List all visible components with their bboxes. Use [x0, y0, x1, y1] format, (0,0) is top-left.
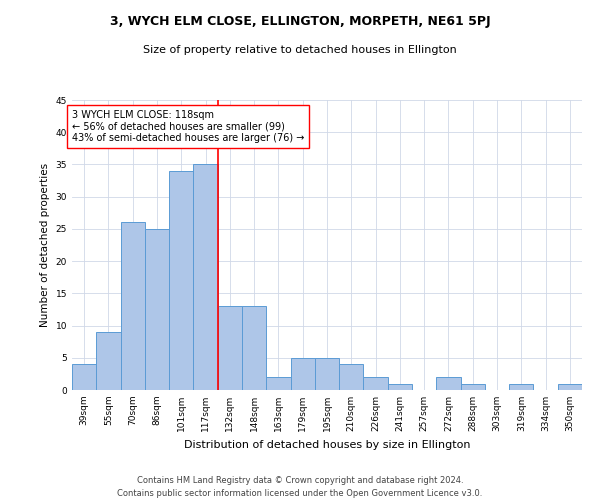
Bar — [193, 164, 218, 390]
Bar — [96, 332, 121, 390]
Bar — [509, 384, 533, 390]
Bar — [242, 306, 266, 390]
Y-axis label: Number of detached properties: Number of detached properties — [40, 163, 50, 327]
Bar — [266, 377, 290, 390]
Bar — [218, 306, 242, 390]
Text: Size of property relative to detached houses in Ellington: Size of property relative to detached ho… — [143, 45, 457, 55]
Bar — [364, 377, 388, 390]
Text: 3 WYCH ELM CLOSE: 118sqm
← 56% of detached houses are smaller (99)
43% of semi-d: 3 WYCH ELM CLOSE: 118sqm ← 56% of detach… — [72, 110, 304, 143]
Bar — [121, 222, 145, 390]
Bar — [461, 384, 485, 390]
Bar — [169, 171, 193, 390]
Bar — [339, 364, 364, 390]
Bar — [72, 364, 96, 390]
Bar — [558, 384, 582, 390]
Bar — [436, 377, 461, 390]
X-axis label: Distribution of detached houses by size in Ellington: Distribution of detached houses by size … — [184, 440, 470, 450]
Bar — [290, 358, 315, 390]
Bar — [315, 358, 339, 390]
Bar — [388, 384, 412, 390]
Text: 3, WYCH ELM CLOSE, ELLINGTON, MORPETH, NE61 5PJ: 3, WYCH ELM CLOSE, ELLINGTON, MORPETH, N… — [110, 15, 490, 28]
Bar — [145, 229, 169, 390]
Text: Contains HM Land Registry data © Crown copyright and database right 2024.
Contai: Contains HM Land Registry data © Crown c… — [118, 476, 482, 498]
